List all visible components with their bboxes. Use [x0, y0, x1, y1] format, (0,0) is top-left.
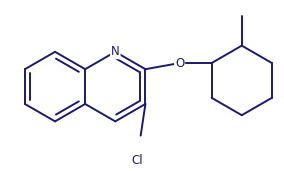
Text: Cl: Cl [131, 154, 143, 167]
Text: O: O [175, 57, 184, 70]
Text: N: N [111, 45, 120, 58]
